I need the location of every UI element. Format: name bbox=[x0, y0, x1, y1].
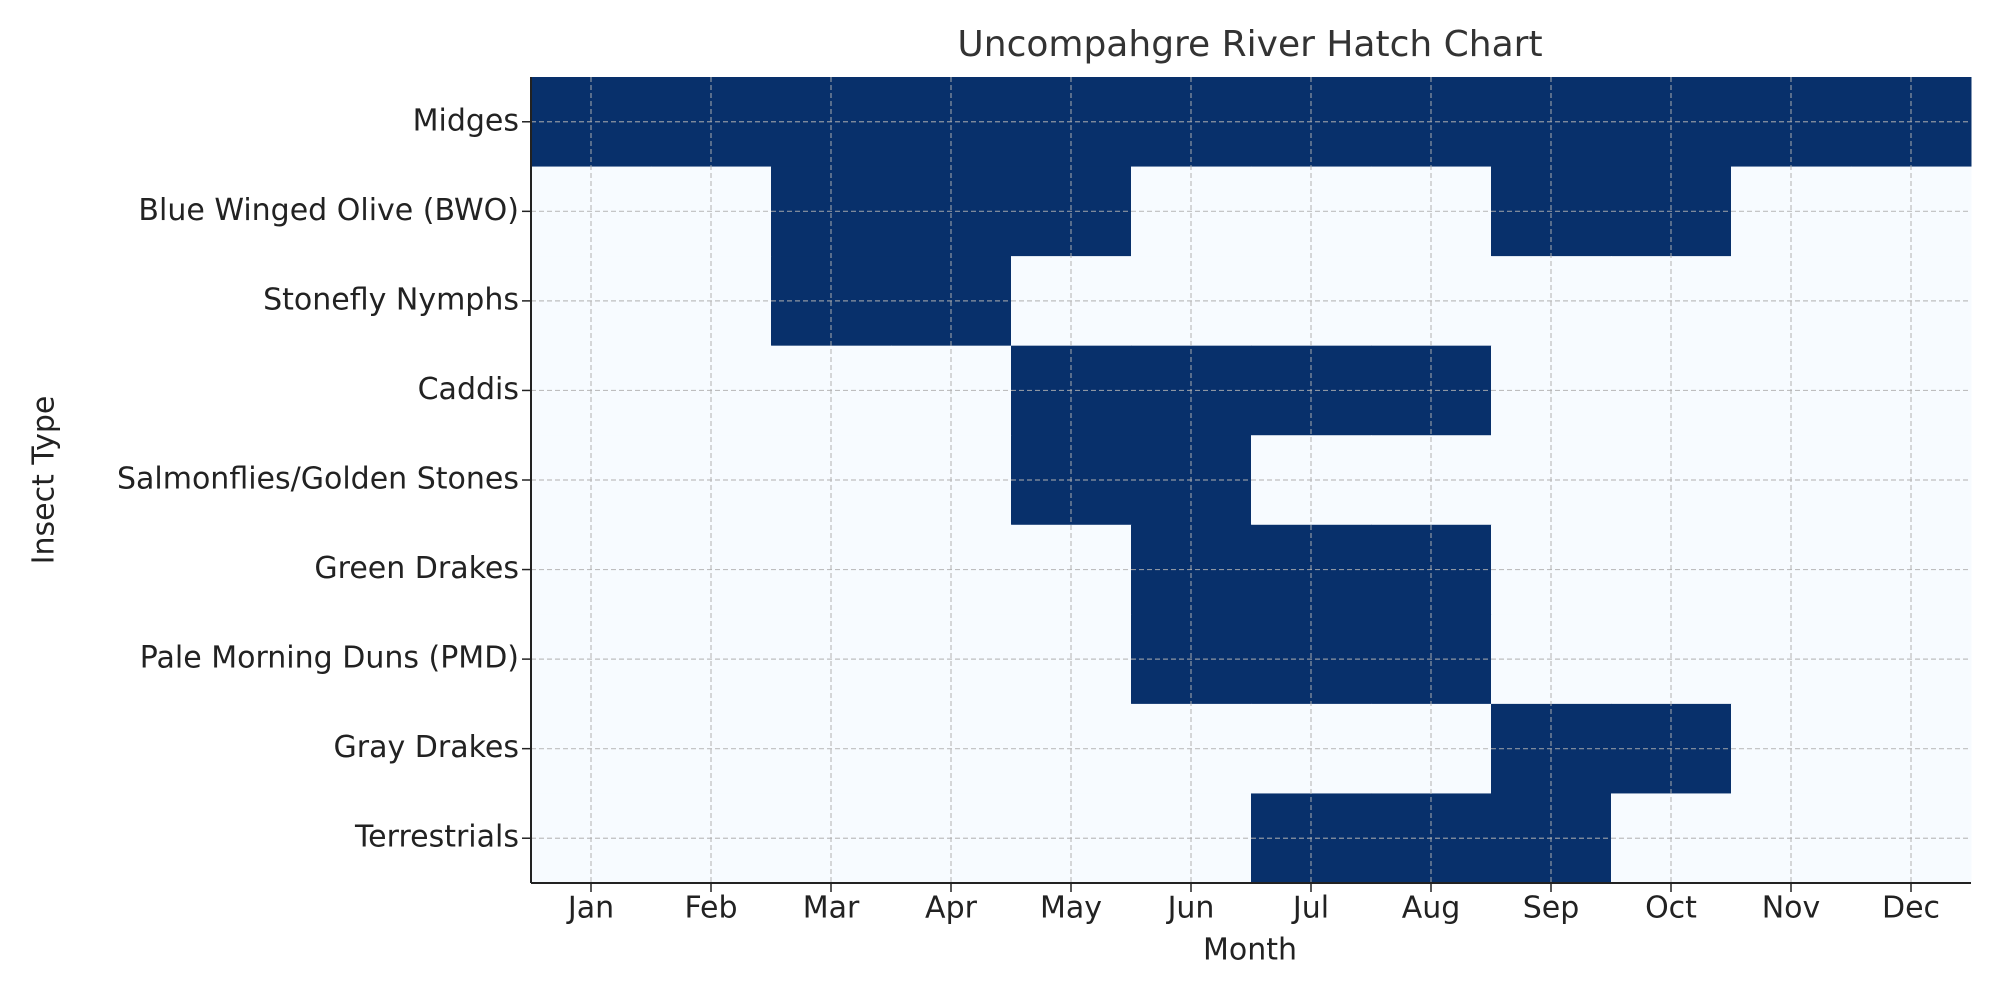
y-tick-label: Pale Morning Duns (PMD) bbox=[140, 641, 519, 676]
x-tick-label: Mar bbox=[803, 891, 860, 926]
x-tick-label: Sep bbox=[1523, 891, 1580, 926]
y-tick-label: Terrestrials bbox=[354, 820, 519, 855]
x-tick-label: Oct bbox=[1645, 891, 1697, 926]
y-tick-label: Caddis bbox=[418, 372, 519, 407]
chart-title: Uncompahgre River Hatch Chart bbox=[957, 24, 1542, 65]
y-axis-label: Insect Type bbox=[27, 396, 62, 565]
y-tick-label: Blue Winged Olive (BWO) bbox=[138, 193, 519, 228]
x-tick-label: Jan bbox=[566, 891, 614, 926]
y-tick-label: Gray Drakes bbox=[334, 730, 519, 765]
x-tick-label: Jun bbox=[1166, 891, 1215, 926]
x-tick-label: May bbox=[1040, 891, 1102, 926]
y-tick-label: Stonefly Nymphs bbox=[263, 282, 519, 317]
x-tick-label: Dec bbox=[1882, 891, 1940, 926]
x-tick-label: Apr bbox=[925, 891, 978, 926]
x-axis-label: Month bbox=[1203, 933, 1297, 968]
x-tick-label: Jul bbox=[1291, 891, 1329, 926]
y-tick-label: Salmonflies/Golden Stones bbox=[117, 462, 519, 497]
y-tick-label: Green Drakes bbox=[314, 551, 519, 586]
y-tick-label: Midges bbox=[413, 103, 519, 138]
x-tick-label: Aug bbox=[1402, 891, 1461, 926]
x-tick-label: Feb bbox=[684, 891, 737, 926]
x-tick-label: Nov bbox=[1762, 891, 1821, 926]
